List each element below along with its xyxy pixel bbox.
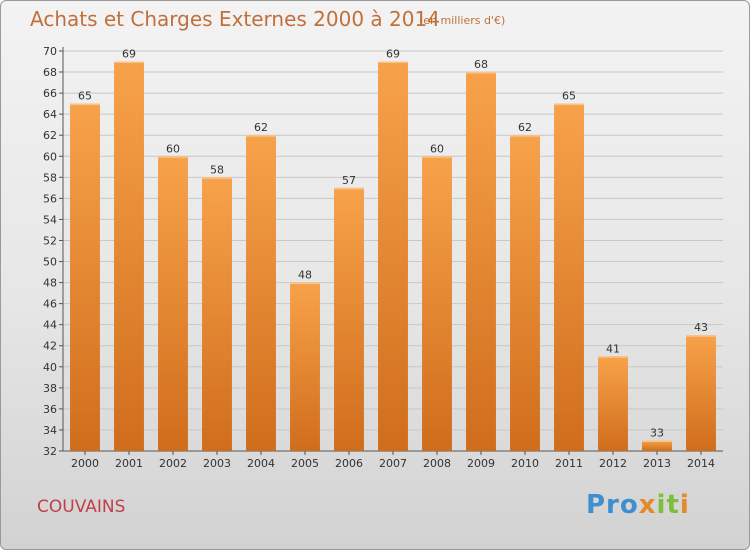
place-name: COUVAINS <box>37 497 126 517</box>
data-label: 60 <box>166 142 180 155</box>
data-label: 43 <box>694 321 708 334</box>
bar <box>334 187 364 451</box>
bar-highlight <box>290 282 320 285</box>
bar <box>70 103 100 451</box>
y-tick-label: 50 <box>43 256 57 269</box>
logo-letter: i <box>679 490 690 520</box>
y-tick-label: 56 <box>43 192 57 205</box>
y-tick-label: 44 <box>43 319 57 332</box>
y-tick-label: 64 <box>43 108 57 121</box>
bar <box>202 177 232 451</box>
logo-letter: Pro <box>586 490 639 520</box>
bar <box>686 335 716 451</box>
bar-highlight <box>246 135 276 137</box>
bar-highlight <box>598 356 628 358</box>
x-tick-label: 2004 <box>247 457 275 470</box>
bar <box>466 72 496 451</box>
y-tick-label: 58 <box>43 171 57 184</box>
chart-title: Achats et Charges Externes 2000 à 2014 <box>30 7 440 31</box>
x-tick-label: 2003 <box>203 457 231 470</box>
y-tick-label: 52 <box>43 234 57 247</box>
bar-highlight <box>422 156 452 158</box>
data-label: 65 <box>78 90 92 103</box>
bar <box>290 282 320 451</box>
y-tick-label: 54 <box>43 213 57 226</box>
proxiti-logo[interactable]: Proxiti <box>586 490 690 520</box>
x-tick-label: 2005 <box>291 457 319 470</box>
bar <box>378 61 408 452</box>
bar-highlight <box>202 177 232 179</box>
x-tick-label: 2012 <box>599 457 627 470</box>
data-label: 60 <box>430 142 444 155</box>
chart-subtitle: (en milliers d'€) <box>419 14 506 27</box>
x-tick-label: 2000 <box>71 457 99 470</box>
y-tick-label: 34 <box>43 424 57 437</box>
bar <box>422 156 452 451</box>
y-tick-label: 38 <box>43 382 57 395</box>
data-label: 62 <box>518 121 532 134</box>
bar <box>554 103 584 451</box>
x-tick-label: 2001 <box>115 457 143 470</box>
labels: 32 34 36 38 40 42 44 46 48 50 52 54 56 58 60 62 64 66 68 70… <box>43 45 715 470</box>
y-tick-label: 66 <box>43 87 57 100</box>
data-label: 69 <box>122 48 136 61</box>
logo-letter: x <box>638 490 657 520</box>
bar <box>598 356 628 451</box>
x-tick-label: 2006 <box>335 457 363 470</box>
data-label: 33 <box>650 426 664 439</box>
bar-highlight <box>510 135 540 137</box>
bar-highlight <box>554 103 584 106</box>
x-tick-label: 2002 <box>159 457 187 470</box>
y-tick-label: 70 <box>43 45 57 58</box>
data-label: 68 <box>474 58 488 71</box>
data-label: 41 <box>606 342 620 355</box>
bar <box>510 135 540 452</box>
y-tick-label: 36 <box>43 403 57 416</box>
x-tick-label: 2007 <box>379 457 407 470</box>
bar <box>158 156 188 451</box>
bar-highlight <box>158 156 188 158</box>
y-tick-label: 60 <box>43 150 57 163</box>
data-label: 57 <box>342 174 356 187</box>
x-tick-label: 2010 <box>511 457 539 470</box>
x-tick-label: 2008 <box>423 457 451 470</box>
bar-highlight <box>378 61 408 64</box>
x-tick-label: 2013 <box>643 457 671 470</box>
data-label: 69 <box>386 48 400 61</box>
bar-highlight <box>686 335 716 337</box>
bar-highlight <box>642 440 672 442</box>
bar <box>246 135 276 452</box>
bar-highlight <box>114 61 144 64</box>
y-tick-label: 48 <box>43 277 57 290</box>
logo-letter: t <box>666 490 680 520</box>
data-label: 65 <box>562 90 576 103</box>
y-tick-label: 40 <box>43 361 57 374</box>
bar-highlight <box>334 187 364 190</box>
data-label: 48 <box>298 269 312 282</box>
bar <box>642 440 672 451</box>
y-tick-label: 32 <box>43 445 57 458</box>
y-tick-label: 42 <box>43 340 57 353</box>
bar <box>114 61 144 452</box>
y-tick-label: 62 <box>43 129 57 142</box>
data-label: 62 <box>254 121 268 134</box>
bars <box>70 61 716 452</box>
x-tick-label: 2011 <box>555 457 583 470</box>
bar-highlight <box>466 72 496 74</box>
x-tick-label: 2009 <box>467 457 495 470</box>
bar-highlight <box>70 103 100 106</box>
logo-letter: i <box>656 490 667 520</box>
y-tick-label: 46 <box>43 298 57 311</box>
x-tick-label: 2014 <box>687 457 715 470</box>
data-label: 58 <box>210 163 224 176</box>
y-tick-label: 68 <box>43 66 57 79</box>
